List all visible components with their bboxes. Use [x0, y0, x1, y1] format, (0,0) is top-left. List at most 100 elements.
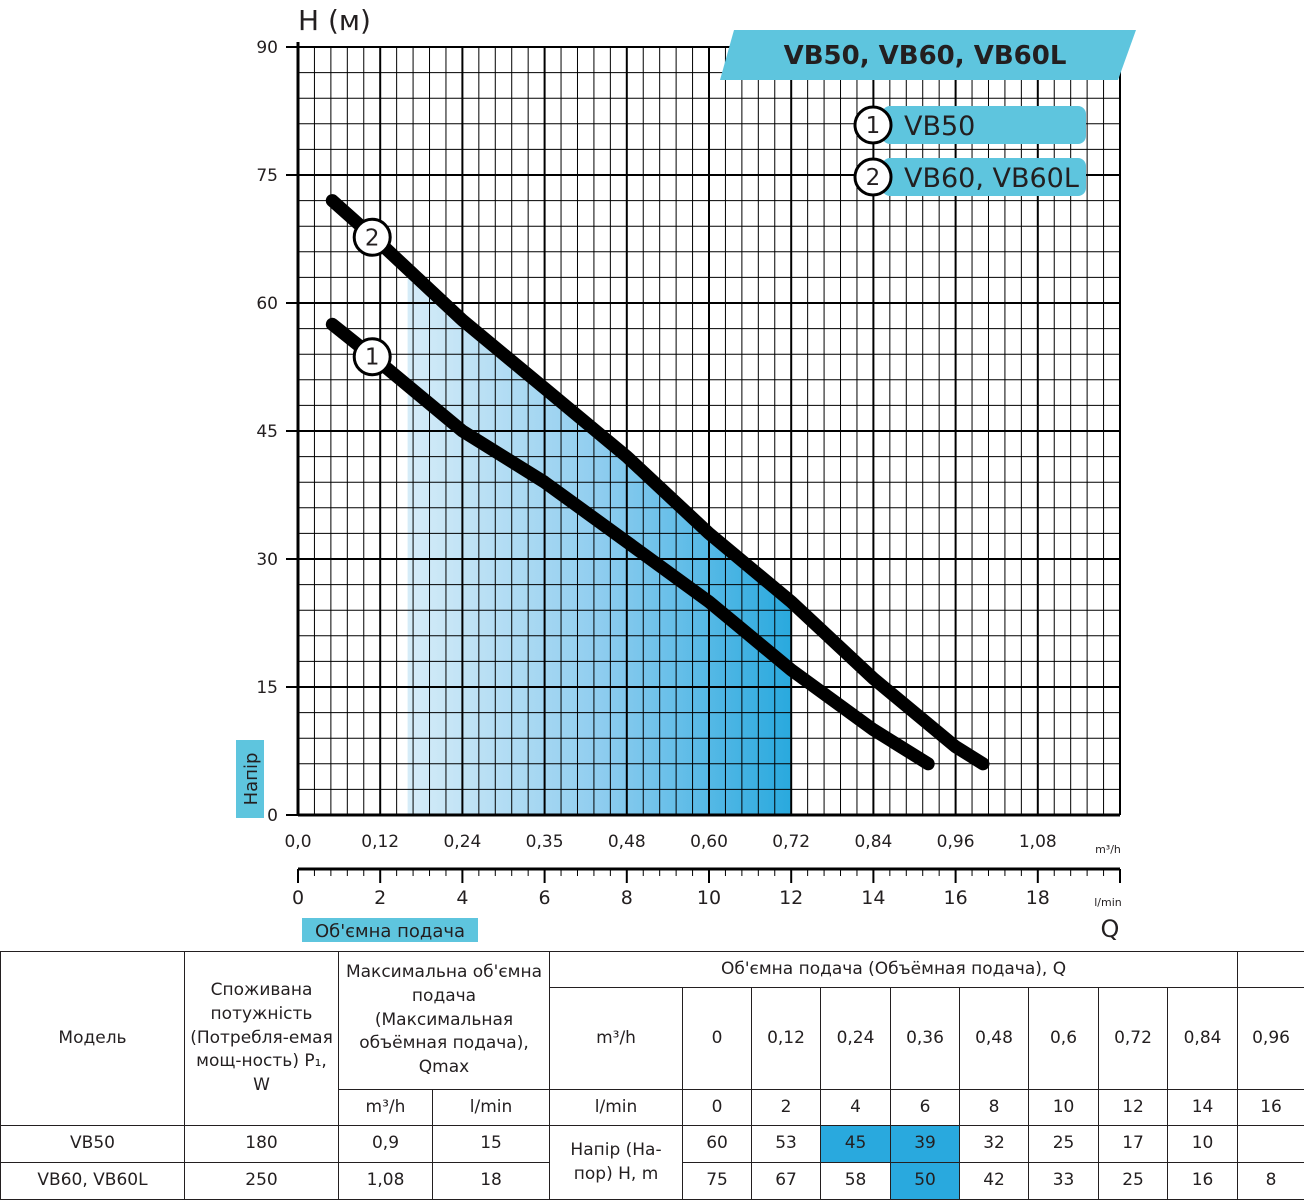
x-tick-m3h-4: 0,48	[608, 832, 646, 852]
curve-1-point-7	[872, 729, 874, 731]
legend-label-1: VB50	[904, 111, 975, 142]
q-m3h-1: 0,12	[751, 987, 822, 1090]
curve-layer: 12	[325, 194, 990, 771]
x-tick-m3h-2: 0,24	[443, 832, 481, 852]
y-tick-0: 0	[267, 806, 278, 826]
x-badge-label: Об'ємна подача	[315, 921, 465, 942]
curve-1-point-4	[626, 541, 628, 543]
head-r1-0: 75	[682, 1162, 753, 1200]
head-r0-2: 45	[820, 1125, 892, 1163]
head-r0-6: 17	[1098, 1125, 1169, 1163]
th-model: Модель	[0, 951, 185, 1126]
q-lmin-5: 10	[1028, 1089, 1100, 1126]
head-r1-1: 67	[751, 1162, 822, 1200]
th-power: Споживана потужність (Потребля-емая мощ-…	[184, 951, 339, 1126]
x-tick-lmin-8: 16	[944, 887, 968, 909]
y-tick-75: 75	[256, 166, 278, 186]
head-r1-3: 50	[890, 1162, 961, 1200]
legend-badge-2	[882, 158, 1086, 196]
x-tick-m3h-3: 0,35	[526, 832, 564, 852]
x-badge	[302, 918, 478, 942]
x-tick-lmin-7: 14	[861, 887, 885, 909]
head-r1-2: 58	[820, 1162, 892, 1200]
head-r1-5: 33	[1028, 1162, 1100, 1200]
x-axis-title: Q	[1101, 915, 1120, 943]
model-vb60: VB60, VB60L	[0, 1162, 185, 1200]
head-r0-3: 39	[890, 1125, 961, 1163]
q-lmin-4: 8	[959, 1089, 1030, 1126]
chart-grid	[297, 46, 1121, 816]
x-tick-m3h-7: 0,84	[854, 832, 892, 852]
head-r1-8: 8	[1237, 1162, 1304, 1200]
curve-1-point-0	[331, 323, 333, 325]
curve-2-point-7	[872, 677, 874, 679]
curve-1-point-3	[544, 481, 546, 483]
legend-marker-1	[853, 105, 893, 145]
q-m3h-5: 0,6	[1028, 987, 1100, 1090]
y-tick-45: 45	[256, 422, 278, 442]
curve-1-point-8	[927, 763, 929, 765]
x-unit-lmin: l/min	[1094, 896, 1122, 909]
head-r0-5: 25	[1028, 1125, 1100, 1163]
spec-table: Модель Споживана потужність (Потребля-ем…	[0, 951, 1304, 1200]
operating-range-fill	[407, 268, 792, 815]
q-lmin-3: 6	[890, 1089, 961, 1126]
legend-label-2: VB60, VB60L	[904, 163, 1079, 194]
th-qmax-lmin: l/min	[431, 1089, 551, 1126]
head-r0-8	[1237, 1125, 1304, 1163]
x-tick-lmin-5: 10	[697, 887, 721, 909]
legend-marker-2	[853, 157, 893, 197]
x-tick-lmin-3: 6	[539, 887, 551, 909]
qmax-m3h-vb50: 0,9	[338, 1125, 433, 1163]
y-tick-90: 90	[256, 38, 278, 58]
x-unit-m3h: m³/h	[1095, 843, 1121, 856]
x-tick-m3h-6: 0,72	[772, 832, 810, 852]
chart-axes	[286, 42, 1121, 883]
curve-2-point-4	[626, 456, 628, 458]
power-vb60: 250	[184, 1162, 339, 1200]
q-m3h-7: 0,84	[1167, 987, 1239, 1090]
curve-1-point-5	[708, 601, 710, 603]
curve-2-marker	[352, 217, 392, 257]
x-tick-lmin-1: 2	[374, 887, 386, 909]
x-tick-lmin-2: 4	[456, 887, 468, 909]
y-tick-30: 30	[256, 550, 278, 570]
x-tick-m3h-0: 0,0	[284, 832, 311, 852]
q-lmin-8: 16	[1237, 1089, 1304, 1126]
legend-marker-1-num: 1	[866, 113, 881, 139]
title-badge	[720, 30, 1136, 80]
chart-title: VB50, VB60, VB60L	[784, 41, 1067, 71]
q-lmin-2: 4	[820, 1089, 892, 1126]
x-tick-lmin-9: 18	[1026, 887, 1050, 909]
legend: 1 VB50 2 VB60, VB60L	[853, 105, 1086, 197]
x-tick-m3h-1: 0,12	[361, 832, 399, 852]
head-r0-7: 10	[1167, 1125, 1239, 1163]
head-r0-1: 53	[751, 1125, 822, 1163]
th-unit-lmin: l/min	[549, 1089, 684, 1126]
head-r1-6: 25	[1098, 1162, 1169, 1200]
x-tick-m3h-8: 0,96	[937, 832, 975, 852]
th-qmax: Максимальна об'ємна подача (Максимальная…	[337, 951, 551, 1090]
y-tick-60: 60	[256, 294, 278, 314]
q-m3h-6: 0,72	[1098, 987, 1169, 1090]
head-r0-0: 60	[682, 1125, 753, 1163]
y-side-label: Напір	[241, 753, 262, 806]
curve-2-point-0	[331, 200, 333, 202]
qmax-lmin-vb60: 18	[431, 1162, 551, 1200]
operating-range-area	[407, 268, 792, 815]
th-flow: Об'ємна подача (Объёмная подача), Q	[549, 951, 1239, 988]
curve-2-point-2	[461, 319, 463, 321]
model-vb50: VB50	[0, 1125, 185, 1163]
y-tick-15: 15	[256, 678, 278, 698]
legend-marker-2-num: 2	[866, 165, 881, 191]
q-m3h-8: 0,96	[1237, 987, 1304, 1090]
x-tick-m3h-9: 1,08	[1019, 832, 1057, 852]
curve-2-point-8	[955, 746, 957, 748]
q-m3h-0: 0	[682, 987, 753, 1090]
power-vb50: 180	[184, 1125, 339, 1163]
th-qmax-m3h: m³/h	[338, 1089, 433, 1126]
curve-2-point-9	[982, 763, 984, 765]
x-tick-lmin-6: 12	[779, 887, 803, 909]
q-m3h-2: 0,24	[820, 987, 892, 1090]
